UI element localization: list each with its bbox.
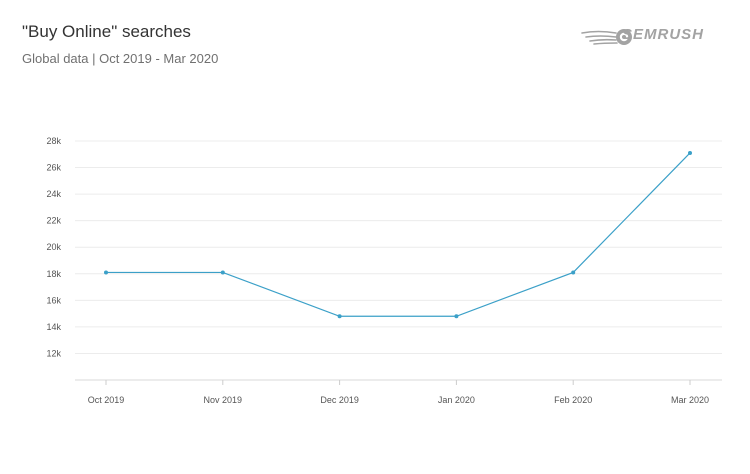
gridlines [75,140,722,354]
x-tick-label: Nov 2019 [204,395,243,405]
y-axis-ticks: 12k 14k 16k 18k 20k 22k 24k 26k 28k [46,136,61,358]
x-tick-label: Mar 2020 [671,395,709,405]
chart-title: "Buy Online" searches [22,22,191,41]
y-tick-label: 12k [46,348,61,358]
x-axis-ticks: Oct 2019 Nov 2019 Dec 2019 Jan 2020 Feb 2020… [88,380,709,405]
y-tick-label: 16k [46,295,61,305]
series-line [106,152,691,317]
series-points [104,150,692,319]
data-point [104,270,108,275]
y-tick-label: 14k [46,322,61,332]
data-point [220,270,225,275]
semrush-wordmark: SEMRUSH [622,26,705,43]
chart-subtitle: Global data | Oct 2019 - Mar 2020 [22,51,219,66]
x-tick-label: Feb 2020 [554,395,592,405]
x-tick-label: Oct 2019 [88,395,125,405]
y-tick-label: 24k [46,189,61,199]
y-tick-label: 26k [46,163,61,173]
y-tick-label: 22k [46,216,61,226]
data-point [337,314,342,319]
data-point [688,150,692,155]
y-tick-label: 28k [46,136,61,146]
data-point [454,314,459,319]
semrush-logo: SEMRUSH [580,24,730,48]
y-tick-label: 20k [46,242,61,252]
x-tick-label: Dec 2019 [320,395,359,405]
semrush-fireball-icon [581,29,632,45]
y-tick-label: 18k [46,269,61,279]
x-tick-label: Jan 2020 [438,395,475,405]
data-point [571,270,576,275]
